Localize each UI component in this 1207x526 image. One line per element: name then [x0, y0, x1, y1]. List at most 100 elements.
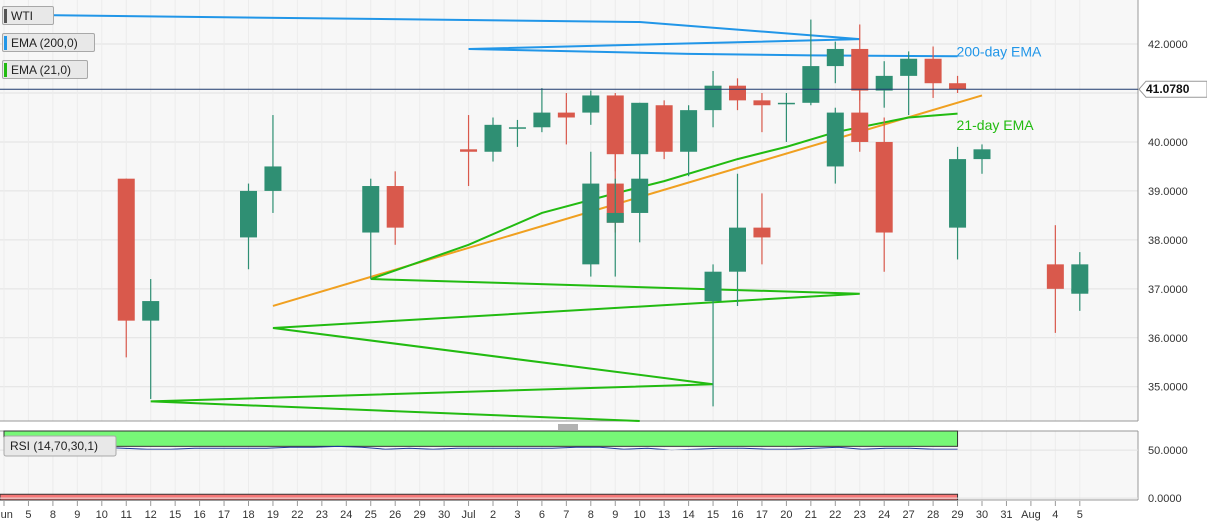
x-tick-label: 12 [145, 509, 157, 521]
candle-body [729, 85, 746, 101]
legend-ema200-swatch [4, 36, 7, 50]
price-tick-label: 36.0000 [1148, 333, 1188, 345]
rsi-legend-label: RSI (14,70,30,1) [10, 439, 98, 453]
x-tick-label: 5 [1077, 509, 1083, 521]
x-tick-label: 23 [316, 509, 328, 521]
candle-body [508, 127, 526, 129]
candle [949, 146, 967, 260]
x-tick-label: 16 [193, 509, 205, 521]
candle-body [533, 112, 551, 128]
price-plot-area [0, 0, 1138, 421]
x-tick-label: 7 [563, 509, 569, 521]
x-tick-label: 24 [340, 509, 352, 521]
x-tick-label: 3 [514, 509, 520, 521]
legend-symbol: WTI [2, 6, 54, 25]
candle-body [264, 166, 282, 191]
candle-body [240, 190, 257, 238]
price-tick-label: 40.0000 [1148, 137, 1188, 149]
candle-body [729, 227, 746, 272]
rsi-overbought-zone [3, 430, 959, 447]
legend-ema21-swatch [4, 63, 7, 77]
x-tick-label: 10 [96, 509, 108, 521]
candle-body [582, 183, 600, 265]
x-tick-label: 23 [854, 509, 866, 521]
candle [753, 193, 771, 265]
candle-body [557, 112, 575, 118]
legend-ema21-label: EMA (21,0) [11, 63, 72, 77]
candle-body [386, 186, 404, 228]
rsi-oversold-zone [0, 493, 959, 501]
rsi-tick-label: 50.0000 [1148, 445, 1188, 457]
candle-body [631, 102, 649, 155]
candle-body [802, 66, 820, 103]
candle-body [875, 75, 893, 91]
candle [460, 115, 478, 187]
candle [1046, 225, 1064, 333]
price-tick-label: 35.0000 [1148, 382, 1188, 394]
candle [875, 117, 893, 272]
legend-ema21[interactable]: EMA (21,0) [2, 60, 88, 79]
x-tick-label: 17 [218, 509, 230, 521]
candle-body [704, 271, 722, 302]
x-tick-label: 30 [976, 509, 988, 521]
x-tick-label: 21 [805, 509, 817, 521]
candle [557, 93, 575, 145]
x-tick-label: 28 [927, 509, 939, 521]
candle [704, 70, 722, 128]
legend-symbol-label: WTI [11, 9, 33, 23]
rsi-tick-label: 0.0000 [1148, 493, 1182, 505]
candle [777, 93, 795, 142]
x-tick-label: Jul [462, 509, 476, 521]
candle-body [117, 178, 135, 321]
candle-body [582, 95, 600, 113]
candle-body [924, 58, 942, 84]
candle [142, 279, 160, 399]
candle-body [949, 83, 967, 90]
candle-body [655, 105, 673, 152]
candle [655, 100, 673, 160]
x-tick-label: 27 [903, 509, 915, 521]
x-tick-label: 17 [756, 509, 768, 521]
candle [729, 173, 746, 306]
candle-body [753, 227, 771, 238]
x-tick-label: 8 [588, 509, 594, 521]
candle-body [680, 110, 698, 152]
current-price-tag [1138, 80, 1207, 98]
candle [508, 119, 526, 147]
candle [484, 117, 502, 162]
candle [606, 93, 624, 172]
candle-body [460, 149, 478, 152]
x-tick-label: 10 [634, 509, 646, 521]
x-tick-label: Aug [1021, 509, 1041, 521]
x-tick-label: 18 [242, 509, 254, 521]
candle-body [875, 141, 893, 233]
candle [606, 178, 624, 277]
x-tick-label: 29 [414, 509, 426, 521]
candle [582, 151, 600, 277]
price-tick-label: 38.0000 [1148, 235, 1188, 247]
x-tick-label: 29 [951, 509, 963, 521]
candle-body [362, 186, 380, 233]
x-tick-label: 20 [780, 509, 792, 521]
candle [851, 24, 869, 101]
legend-ema200[interactable]: EMA (200,0) [2, 33, 95, 52]
candle [949, 75, 967, 94]
candle [582, 90, 600, 125]
x-tick-label: 31 [1000, 509, 1012, 521]
candle [802, 19, 820, 106]
x-tick-label: 26 [389, 509, 401, 521]
candle-body [753, 100, 771, 106]
x-tick-label: 9 [74, 509, 80, 521]
candle [533, 88, 551, 133]
candle-body [606, 95, 624, 155]
candle-body [484, 124, 502, 152]
price-tick-label: 37.0000 [1148, 284, 1188, 296]
candle-body [949, 159, 967, 228]
x-tick-label: 2 [490, 509, 496, 521]
candle [117, 178, 135, 358]
candle [680, 105, 698, 177]
legend-symbol-swatch [4, 9, 7, 23]
x-tick-label: 30 [438, 509, 450, 521]
current-price-label: 41.0780 [1146, 82, 1190, 96]
